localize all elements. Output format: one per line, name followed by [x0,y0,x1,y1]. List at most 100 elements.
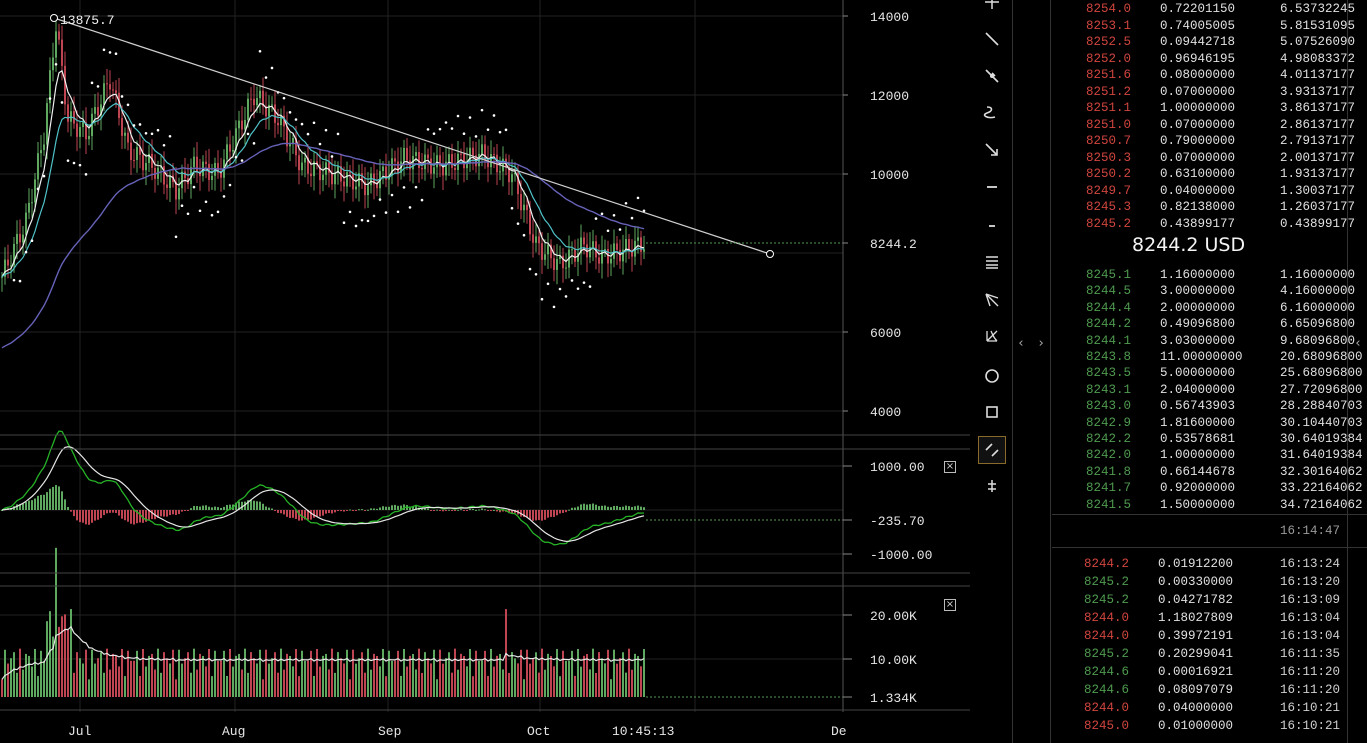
pitchfork-icon[interactable] [978,286,1006,314]
volume-bar [508,672,510,697]
crosshair-icon[interactable] [978,0,1006,16]
candle-body [550,244,552,259]
bid-row[interactable]: 8244.4 2.00000000 6.16000000 [1052,301,1355,317]
circle-icon[interactable] [978,362,1006,390]
trend-line-icon[interactable] [978,25,1006,53]
sar-dot [306,132,310,136]
volume-pane[interactable] [1,547,843,698]
candle-body [196,156,198,173]
bid-row[interactable]: 8242.0 1.00000000 31.64019384 [1052,448,1363,464]
macd-histogram-bar [364,510,366,511]
macd-line [1,430,645,546]
volume-bar [322,655,324,697]
bid-row[interactable]: 8244.2 0.49096800 6.65096800 [1052,317,1355,333]
macd-histogram-bar [427,508,429,510]
ask-row[interactable]: 8251.2 0.07000000 3.93137177 [1052,85,1355,101]
collapse-panel-icon[interactable]: ‹ [1354,336,1362,351]
volume-bar [112,653,114,697]
volume-bar [403,648,405,697]
macd-histogram-bar [262,503,264,510]
macd-histogram-bar [163,510,165,517]
bid-row[interactable]: 8241.8 0.66144678 32.30164062 [1052,465,1363,481]
gann-icon[interactable] [978,322,1006,350]
bid-price: 8244.1 [1086,333,1132,348]
candle-body [529,210,531,235]
trade-row[interactable]: 8244.0 0.04000000 16:10:21 [1052,701,1352,717]
candle-body [442,166,444,176]
ask-row[interactable]: 8251.1 1.00000000 3.86137177 [1052,101,1355,117]
volume-tick-label: 10.00K [870,653,917,668]
bid-row[interactable]: 8243.8 11.00000000 20.68096800 [1052,350,1363,366]
trade-row[interactable]: 8244.0 1.18027809 16:13:04 [1052,611,1352,627]
bid-row[interactable]: 8243.1 2.04000000 27.72096800 [1052,383,1363,399]
curve-icon[interactable] [978,98,1006,126]
bid-row[interactable]: 8244.1 3.03000000 9.68096800 [1052,333,1355,350]
candle-body [535,236,537,243]
trade-amount: 0.04271782 [1158,593,1234,607]
macd-histogram-bar [493,509,495,511]
bid-row[interactable]: 8242.2 0.53578681 30.64019384 [1052,432,1363,448]
ask-row[interactable]: 8252.5 0.09442718 5.07526090 [1052,35,1355,51]
parallel-channel-icon[interactable] [978,436,1006,464]
collapse-left-icon[interactable]: ‹ [1017,336,1025,351]
macd-histogram-bar [391,505,393,510]
bid-row[interactable]: 8245.1 1.16000000 1.16000000 [1052,268,1355,284]
bid-row[interactable]: 8241.5 1.50000000 34.72164062 [1052,498,1363,514]
macd-pane[interactable] [1,430,843,546]
ask-row[interactable]: 8250.3 0.07000000 2.00137177 [1052,151,1355,167]
arrow-down-icon[interactable] [978,136,1006,164]
ask-total: 1.26037177 [1280,200,1356,214]
trade-time: 16:11:35 [1280,647,1341,661]
trade-row[interactable]: 8244.0 0.39972191 16:13:04 [1052,629,1352,645]
trade-row[interactable]: 8244.2 0.01912200 16:13:24 [1052,557,1352,573]
ask-row[interactable]: 8252.0 0.96946195 4.98083372 [1052,52,1355,68]
close-macd-icon[interactable]: × [944,461,956,473]
ask-row[interactable]: 8245.2 0.43899177 0.43899177 [1052,217,1355,233]
rectangle-icon[interactable] [978,398,1006,426]
ask-row[interactable]: 8250.7 0.79000000 2.79137177 [1052,134,1355,150]
macd-histogram-bar [334,510,336,513]
ask-row[interactable]: 8249.7 0.04000000 1.30037177 [1052,184,1355,200]
trade-row[interactable]: 8245.2 0.20299041 16:11:35 [1052,647,1352,663]
price-tick-label: 10000 [870,168,909,183]
arrow-line-icon[interactable] [978,62,1006,90]
ask-row[interactable]: 8251.6 0.08000000 4.01137177 [1052,68,1355,84]
ask-row[interactable]: 8253.1 0.74005005 5.81531095 [1052,19,1355,35]
ask-row[interactable]: 8245.3 0.82138000 1.26037177 [1052,200,1356,216]
collapse-right-icon[interactable]: › [1037,336,1045,351]
close-volume-icon[interactable]: × [944,599,956,611]
vertical-line-icon[interactable] [978,212,1006,240]
bid-row[interactable]: 8241.7 0.92000000 33.22164062 [1052,481,1363,497]
trade-row[interactable]: 8244.6 0.08097079 16:11:20 [1052,683,1352,699]
sar-dot [282,96,286,100]
volume-bar [274,652,276,697]
horizontal-line-icon[interactable] [978,173,1006,201]
candle-body [355,186,357,190]
ask-row[interactable]: 8251.0 0.07000000 2.86137177 [1052,118,1355,134]
panel-divider [1050,0,1051,743]
trade-row[interactable]: 8245.2 0.04271782 16:13:09 [1052,593,1352,609]
trade-row[interactable]: 8245.0 0.01000000 16:10:21 [1052,719,1352,735]
candle-body [139,147,141,155]
bid-row[interactable]: 8242.9 1.81600000 30.10440703 [1052,416,1363,432]
volume-bar [259,649,261,697]
anchor-icon[interactable] [978,472,1006,500]
fib-lines-icon[interactable] [978,248,1006,276]
ask-row[interactable]: 8250.2 0.63100000 1.93137177 [1052,167,1355,183]
trade-row[interactable]: 8244.6 0.00016921 16:11:20 [1052,665,1352,681]
ask-row[interactable]: 8254.0 0.72201150 6.53732245 [1052,2,1355,18]
volume-bar [598,652,600,697]
volume-bar [31,666,33,697]
candle-body [67,104,69,122]
bid-row[interactable]: 8243.0 0.56743903 28.28840703 [1052,399,1363,415]
volume-bar [298,676,300,697]
volume-bar [115,655,117,697]
bid-row[interactable]: 8244.5 3.00000000 4.16000000 [1052,284,1355,300]
volume-bar [157,648,159,697]
trade-row[interactable]: 8245.2 0.00330000 16:13:20 [1052,575,1352,591]
sar-dot [492,114,496,117]
volume-bar [103,672,105,697]
bid-row[interactable]: 8243.5 5.00000000 25.68096800 [1052,366,1363,382]
price-pane[interactable]: 13875.7 [1,13,843,349]
